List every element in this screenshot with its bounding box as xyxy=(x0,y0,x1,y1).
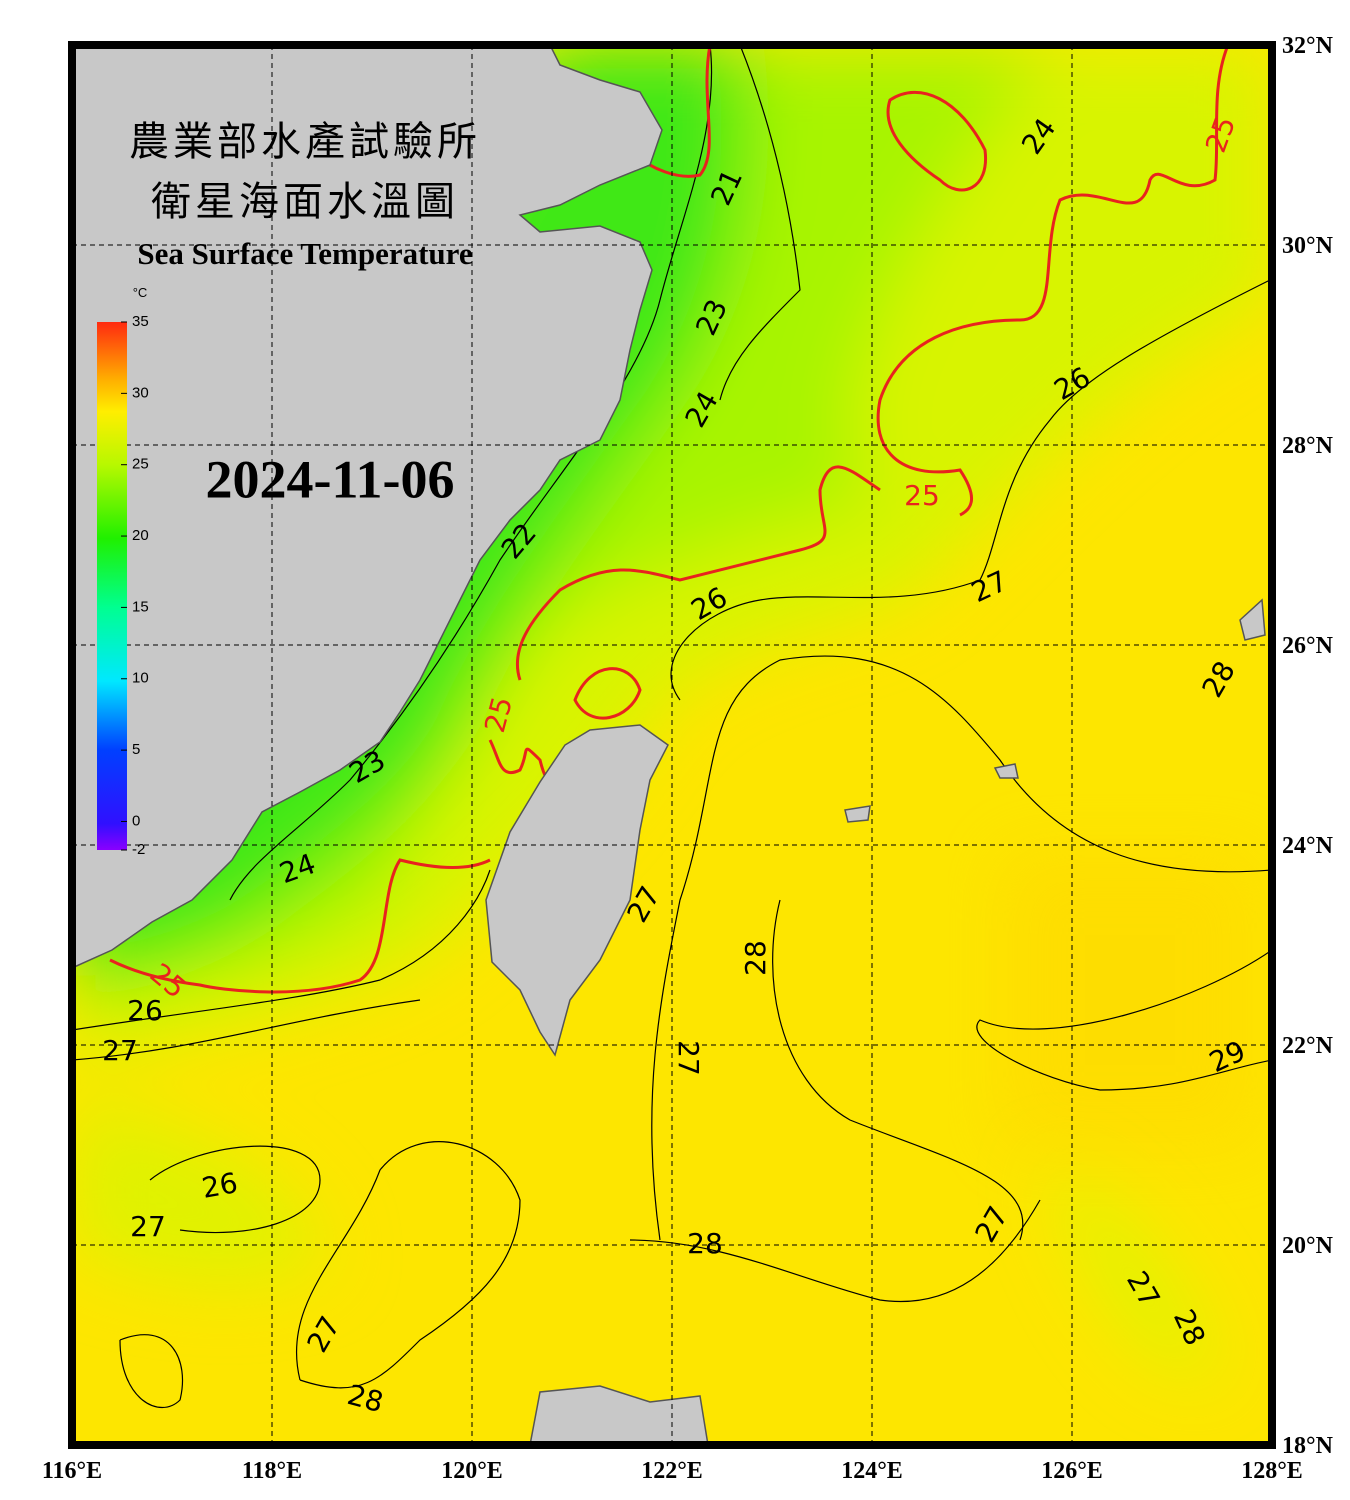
colorbar-tick-label: 35 xyxy=(132,313,149,330)
colorbar-tick-label: 25 xyxy=(132,456,149,473)
contour-label: 28 xyxy=(739,940,772,976)
colorbar-tick-label: 20 xyxy=(132,527,149,544)
longitude-label: 126°E xyxy=(1041,1458,1103,1484)
contour-label: 26 xyxy=(127,994,163,1027)
colorbar-tick-label: 10 xyxy=(132,670,149,687)
contour-label: 25 xyxy=(904,479,940,512)
latitude-label: 30°N xyxy=(1282,233,1334,259)
colorbar-tick-label: 0 xyxy=(132,812,140,829)
latitude-label: 20°N xyxy=(1282,1233,1334,1259)
contour-label: 27 xyxy=(102,1034,138,1067)
longitude-label: 128°E xyxy=(1241,1458,1303,1484)
latitude-label: 18°N xyxy=(1282,1433,1334,1459)
colorbar-tick-label: -2 xyxy=(132,841,145,858)
title-zh: 衛星海面水溫圖 xyxy=(151,179,459,225)
longitude-label: 124°E xyxy=(841,1458,903,1484)
contour-label: 27 xyxy=(130,1210,166,1243)
title-en: Sea Surface Temperature xyxy=(137,236,472,271)
colorbar-tick-label: 5 xyxy=(132,741,140,758)
latitude-label: 28°N xyxy=(1282,433,1334,459)
graticule xyxy=(72,45,1272,1445)
longitude-label: 118°E xyxy=(242,1458,302,1484)
colorbar-tick-label: 15 xyxy=(132,598,149,615)
title-zh: 農業部水產試驗所 xyxy=(129,119,481,165)
map-frame xyxy=(68,41,1276,1449)
latitude-label: 32°N xyxy=(1282,33,1334,59)
date: 2024-11-06 xyxy=(206,449,455,509)
contour-label: 27 xyxy=(672,1040,705,1076)
longitude-label: 122°E xyxy=(641,1458,703,1484)
land xyxy=(72,45,1266,1445)
latitude-label: 24°N xyxy=(1282,833,1334,859)
contour-label: 28 xyxy=(687,1227,723,1260)
contour-label: 26 xyxy=(199,1166,240,1205)
latitude-label: 26°N xyxy=(1282,633,1334,659)
longitude-label: 116°E xyxy=(42,1458,102,1484)
colorbar-tick-label: 30 xyxy=(132,384,149,401)
longitude-label: 120°E xyxy=(441,1458,503,1484)
colorbar xyxy=(97,322,127,850)
latitude-label: 22°N xyxy=(1282,1033,1334,1059)
colorbar-unit: °C xyxy=(133,285,148,300)
